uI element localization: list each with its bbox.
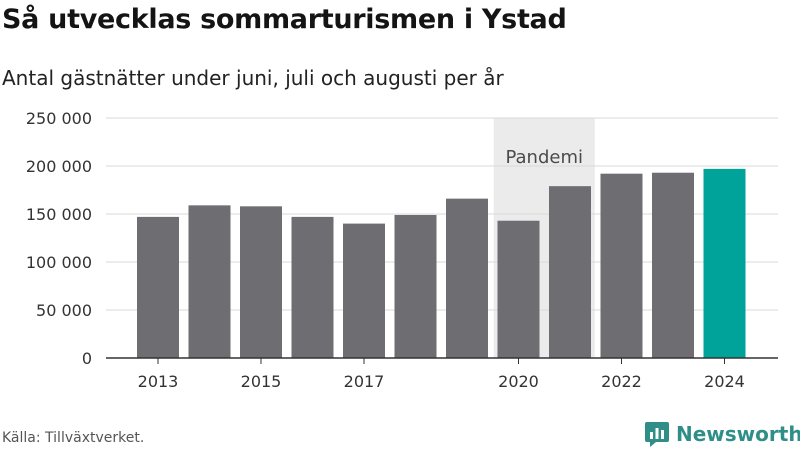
bar-2016: [291, 216, 334, 358]
bar-2015: [240, 206, 282, 358]
pandemic-label: Pandemi: [505, 147, 583, 168]
bar-2020: [497, 220, 540, 358]
x-tick-label: 2024: [704, 372, 745, 391]
bar-2021: [549, 186, 591, 358]
brand-logo: Newsworthy: [644, 420, 800, 448]
x-tick-label: 2017: [344, 372, 385, 391]
bar-2024: [703, 168, 746, 358]
y-tick-label: 200 000: [26, 157, 92, 176]
y-tick-label: 50 000: [36, 301, 92, 320]
bar-chart-speech-bubble-icon: [645, 422, 669, 447]
x-tick-label: 2020: [498, 372, 539, 391]
chart-title: Så utvecklas sommarturismen i Ystad: [2, 4, 567, 35]
y-tick-label: 150 000: [26, 205, 92, 224]
source-note: Källa: Tillväxtverket.: [2, 430, 145, 446]
bar-2023: [652, 172, 694, 358]
y-tick-label: 0: [82, 349, 92, 368]
bar-2019: [446, 198, 488, 358]
y-tick-label: 100 000: [26, 253, 92, 272]
brand-name: Newsworthy: [676, 422, 800, 446]
bar-2017: [343, 223, 385, 358]
x-tick-label: 2015: [241, 372, 282, 391]
x-tick-label: 2013: [138, 372, 179, 391]
x-tick-label: 2022: [601, 372, 642, 391]
bar-2013: [137, 216, 179, 358]
chart-subtitle: Antal gästnätter under juni, juli och au…: [2, 66, 504, 90]
bar-2018: [394, 214, 437, 358]
bar-2014: [188, 205, 231, 358]
bar-2022: [600, 173, 643, 358]
y-tick-label: 250 000: [26, 109, 92, 128]
bar-chart: Pandemi 0 50 000 100 000 150 000 200 000 250 …: [26, 109, 778, 391]
